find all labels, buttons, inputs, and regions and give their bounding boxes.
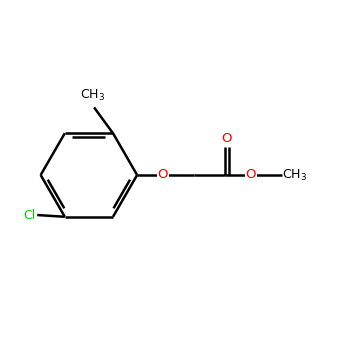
Text: O: O bbox=[246, 168, 256, 182]
Text: O: O bbox=[222, 132, 232, 145]
Text: O: O bbox=[158, 168, 168, 182]
Text: Cl: Cl bbox=[23, 209, 36, 222]
Text: CH$_3$: CH$_3$ bbox=[80, 88, 105, 103]
Text: CH$_3$: CH$_3$ bbox=[282, 167, 308, 183]
